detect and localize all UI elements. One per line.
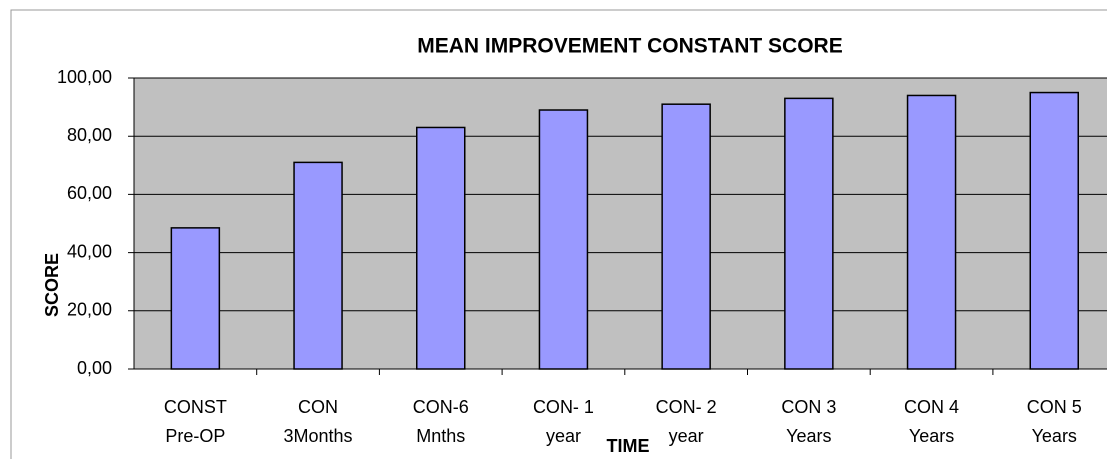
bar: [906, 94, 957, 370]
x-tick-label: CON: [298, 397, 338, 417]
x-tick-label: year: [669, 426, 704, 446]
y-tick-label: 60,00: [67, 183, 112, 203]
x-tick-label: Years: [909, 426, 954, 446]
bar: [1029, 91, 1079, 370]
bar: [784, 97, 834, 370]
x-tick-label: CON- 1: [533, 397, 594, 417]
x-tick-label: Years: [1032, 426, 1077, 446]
x-tick-label: CON- 2: [656, 397, 717, 417]
x-tick-label: CON 5: [1027, 397, 1082, 417]
bar: [661, 103, 711, 370]
y-tick-label: 100,00: [57, 67, 112, 87]
plot-area: [134, 78, 1107, 369]
x-axis-label: TIME: [607, 436, 650, 456]
y-tick-label: 40,00: [67, 241, 112, 261]
chart-title: MEAN IMPROVEMENT CONSTANT SCORE: [417, 35, 842, 58]
x-tick-label: CON-6: [413, 397, 469, 417]
x-tick-label: 3Months: [284, 426, 353, 446]
x-tick-label: Years: [786, 426, 831, 446]
y-tick-label: 20,00: [67, 300, 112, 320]
x-tick-label: CONST: [164, 397, 227, 417]
bar: [170, 227, 221, 370]
x-tick-label: CON 3: [781, 397, 836, 417]
y-axis-label: SCORE: [42, 253, 62, 317]
bar: [293, 161, 343, 370]
y-tick-label: 0,00: [77, 358, 112, 378]
bar: [538, 109, 589, 370]
x-tick-label: year: [546, 426, 581, 446]
bar: [416, 126, 466, 370]
x-tick-label: Pre-OP: [165, 426, 225, 446]
x-tick-label: CON 4: [904, 397, 959, 417]
y-tick-label: 80,00: [67, 125, 112, 145]
x-tick-label: Mnths: [416, 426, 465, 446]
